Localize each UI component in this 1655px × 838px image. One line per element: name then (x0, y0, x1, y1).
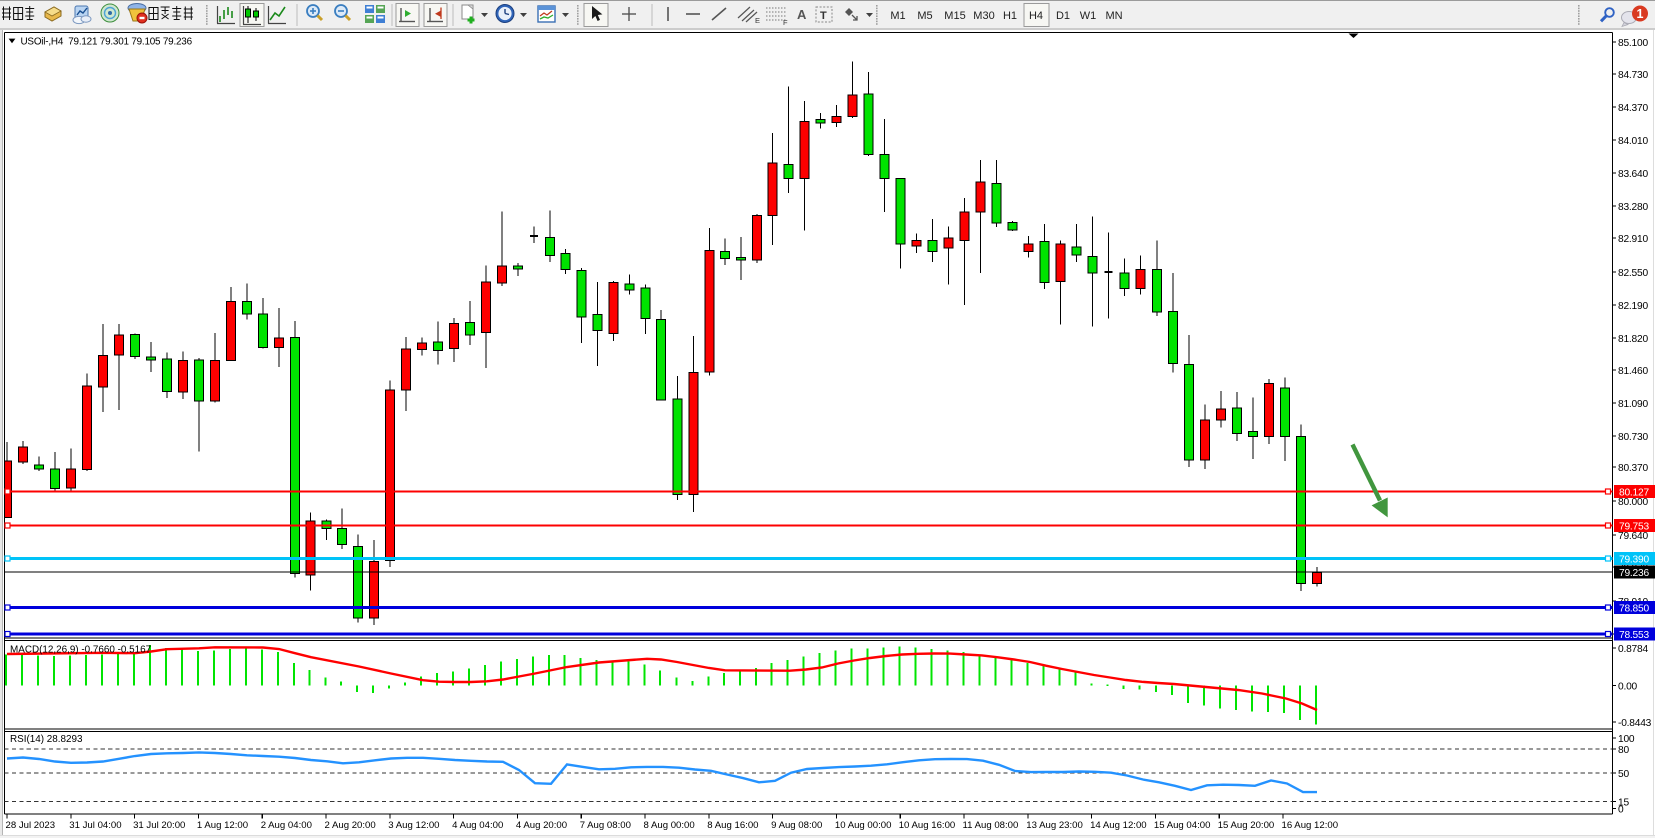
svg-text:-0.8443: -0.8443 (1618, 718, 1652, 729)
svg-text:80.127: 80.127 (1619, 488, 1649, 499)
svg-text:85.100: 85.100 (1618, 38, 1648, 49)
svg-text:4 Aug 04:00: 4 Aug 04:00 (452, 820, 503, 831)
svg-text:83.280: 83.280 (1618, 202, 1648, 213)
svg-text:4 Aug 20:00: 4 Aug 20:00 (516, 820, 567, 831)
svg-text:A: A (797, 7, 807, 22)
svg-text:10 Aug 00:00: 10 Aug 00:00 (835, 820, 892, 831)
svg-text:2 Aug 20:00: 2 Aug 20:00 (325, 820, 376, 831)
svg-text:78.850: 78.850 (1619, 604, 1649, 615)
svg-text:0: 0 (1618, 805, 1624, 816)
svg-text:82.550: 82.550 (1618, 268, 1648, 279)
svg-text:80: 80 (1618, 745, 1629, 756)
svg-text:0.8784: 0.8784 (1618, 644, 1648, 655)
svg-text:USOil-,H4 79.121 79.301 79.10: USOil-,H4 79.121 79.301 79.105 79.236 (21, 37, 193, 48)
svg-text:31 Jul 20:00: 31 Jul 20:00 (133, 820, 185, 831)
svg-text:0.00: 0.00 (1618, 681, 1638, 692)
svg-text:8 Aug 00:00: 8 Aug 00:00 (644, 820, 695, 831)
svg-text:MACD(12,26,9) -0.7660 -0.5167: MACD(12,26,9) -0.7660 -0.5167 (10, 645, 151, 656)
svg-text:31 Jul 04:00: 31 Jul 04:00 (69, 820, 121, 831)
svg-text:1 Aug 12:00: 1 Aug 12:00 (197, 820, 248, 831)
svg-text:82.190: 82.190 (1618, 301, 1648, 312)
svg-text:E: E (755, 16, 760, 25)
svg-text:80.730: 80.730 (1618, 432, 1648, 443)
svg-text:81.090: 81.090 (1618, 399, 1648, 410)
svg-text:2 Aug 04:00: 2 Aug 04:00 (261, 820, 312, 831)
svg-text:79.753: 79.753 (1619, 522, 1649, 533)
svg-text:84.370: 84.370 (1618, 103, 1648, 114)
svg-text:M1: M1 (890, 10, 905, 22)
svg-text:79.640: 79.640 (1618, 531, 1648, 542)
svg-text:79.390: 79.390 (1619, 555, 1649, 566)
svg-text:RSI(14) 28.8293: RSI(14) 28.8293 (10, 734, 83, 745)
svg-text:50: 50 (1618, 769, 1629, 780)
svg-text:81.460: 81.460 (1618, 366, 1648, 377)
svg-text:MN: MN (1105, 10, 1122, 22)
svg-text:7 Aug 08:00: 7 Aug 08:00 (580, 820, 631, 831)
svg-text:15 Aug 04:00: 15 Aug 04:00 (1154, 820, 1211, 831)
svg-text:11 Aug 08:00: 11 Aug 08:00 (963, 820, 1019, 831)
svg-text:M15: M15 (944, 10, 965, 22)
svg-text:8 Aug 16:00: 8 Aug 16:00 (707, 820, 758, 831)
svg-text:H4: H4 (1029, 10, 1043, 22)
svg-text:84.730: 84.730 (1618, 70, 1648, 81)
svg-text:80.370: 80.370 (1618, 463, 1648, 474)
svg-text:28 Jul 2023: 28 Jul 2023 (6, 820, 56, 831)
svg-text:13 Aug 23:00: 13 Aug 23:00 (1026, 820, 1083, 831)
svg-text:D1: D1 (1056, 10, 1070, 22)
svg-text:16 Aug 12:00: 16 Aug 12:00 (1282, 820, 1339, 831)
svg-text:81.820: 81.820 (1618, 334, 1648, 345)
svg-text:F: F (783, 18, 788, 27)
svg-text:15: 15 (1618, 797, 1629, 808)
svg-text:100: 100 (1618, 734, 1635, 745)
svg-text:M5: M5 (917, 10, 932, 22)
svg-text:T: T (820, 10, 827, 22)
svg-text:1: 1 (1637, 7, 1644, 21)
svg-text:80.000: 80.000 (1618, 497, 1648, 508)
svg-text:H1: H1 (1003, 10, 1017, 22)
svg-text:78.553: 78.553 (1619, 630, 1649, 641)
svg-text:82.910: 82.910 (1618, 234, 1648, 245)
svg-text:84.010: 84.010 (1618, 136, 1648, 147)
svg-text:M30: M30 (973, 10, 994, 22)
svg-text:3 Aug 12:00: 3 Aug 12:00 (388, 820, 439, 831)
svg-text:79.236: 79.236 (1619, 568, 1649, 579)
svg-text:W1: W1 (1080, 10, 1097, 22)
svg-text:83.640: 83.640 (1618, 169, 1648, 180)
svg-text:10 Aug 16:00: 10 Aug 16:00 (899, 820, 956, 831)
svg-text:14 Aug 12:00: 14 Aug 12:00 (1090, 820, 1147, 831)
svg-text:15 Aug 20:00: 15 Aug 20:00 (1218, 820, 1275, 831)
svg-text:9 Aug 08:00: 9 Aug 08:00 (771, 820, 822, 831)
